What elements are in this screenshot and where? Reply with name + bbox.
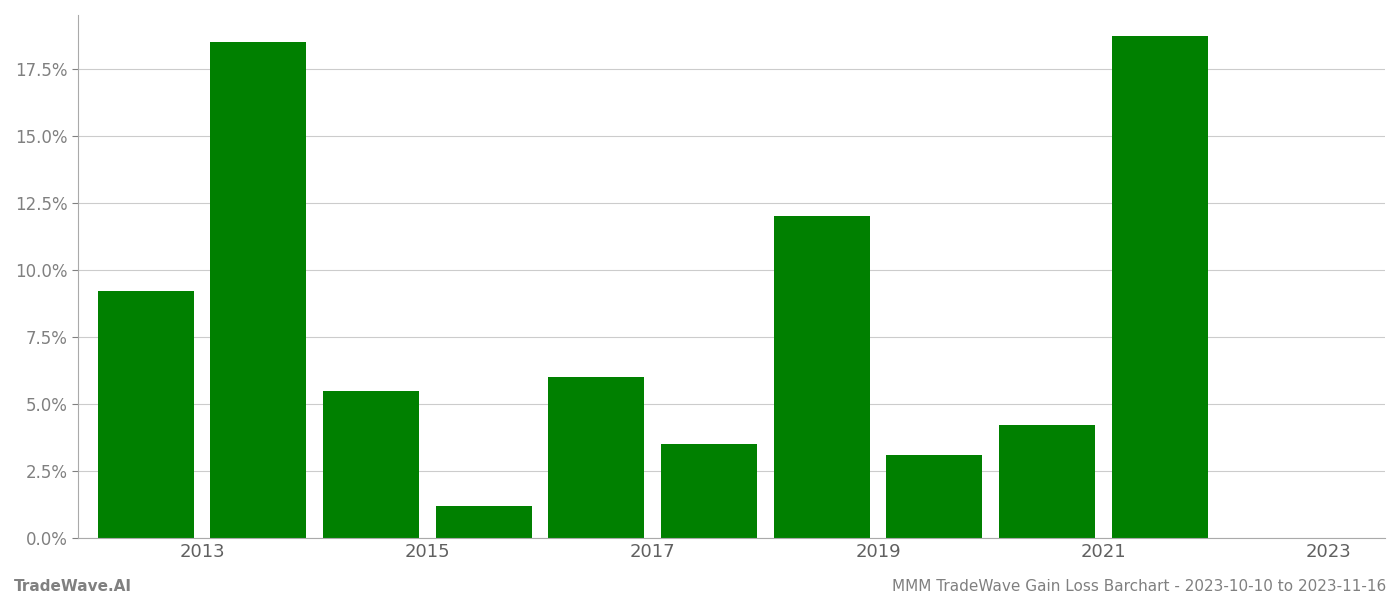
Bar [1112, 37, 1208, 538]
Bar [323, 391, 419, 538]
Bar [1000, 425, 1095, 538]
Text: TradeWave.AI: TradeWave.AI [14, 579, 132, 594]
Bar [886, 455, 983, 538]
Bar [774, 216, 869, 538]
Bar [549, 377, 644, 538]
Bar [210, 42, 307, 538]
Bar [435, 506, 532, 538]
Bar [98, 292, 193, 538]
Text: MMM TradeWave Gain Loss Barchart - 2023-10-10 to 2023-11-16: MMM TradeWave Gain Loss Barchart - 2023-… [892, 579, 1386, 594]
Bar [661, 444, 757, 538]
